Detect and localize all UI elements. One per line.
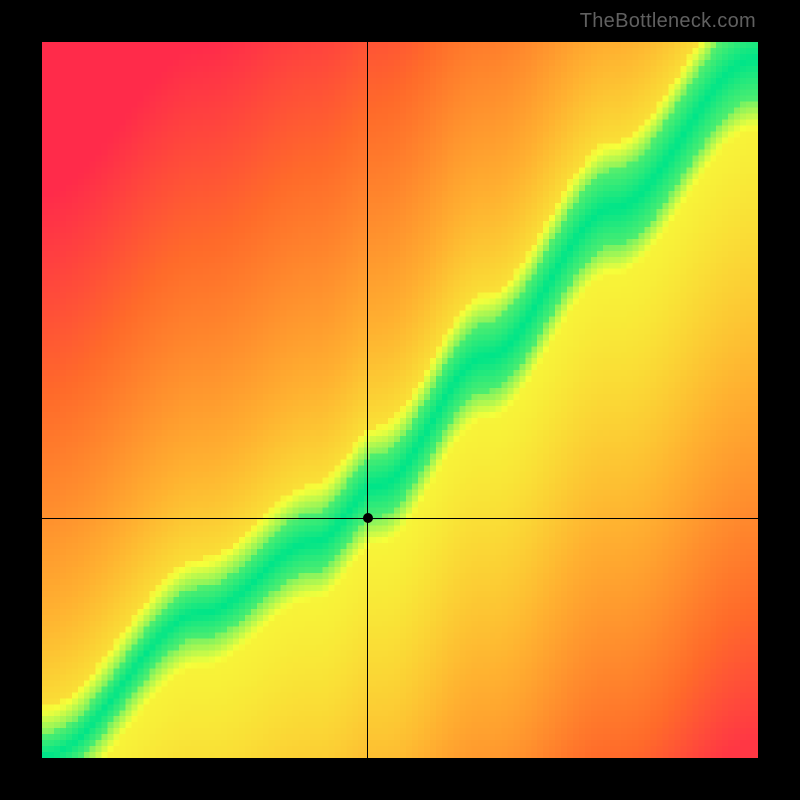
bottleneck-heatmap: [42, 42, 758, 758]
crosshair-vertical: [367, 42, 368, 758]
crosshair-horizontal: [42, 518, 758, 519]
crosshair-marker-dot: [363, 513, 373, 523]
watermark-text: TheBottleneck.com: [580, 10, 756, 33]
